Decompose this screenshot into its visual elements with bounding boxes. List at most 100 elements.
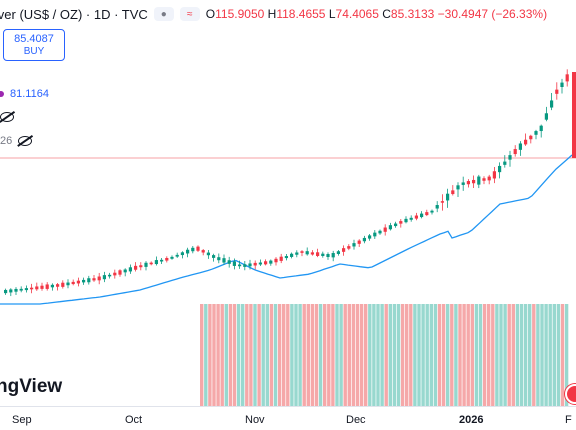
volume-bar [503, 304, 507, 406]
candle [269, 260, 273, 264]
volume-bar [433, 304, 438, 406]
candle [128, 267, 132, 272]
candle [139, 265, 143, 268]
volume-bar [409, 304, 413, 406]
candle [212, 255, 216, 258]
candle [97, 276, 101, 281]
indicator-row3-value: 26 [0, 135, 13, 147]
candle [482, 178, 486, 181]
candle [160, 259, 164, 262]
candle [399, 221, 403, 224]
candle [118, 270, 122, 275]
volume-bar [544, 304, 548, 406]
candle [24, 288, 28, 291]
candle [50, 284, 54, 288]
volume-bar [507, 304, 511, 406]
candle [19, 288, 23, 291]
eye-crossed-icon[interactable] [0, 112, 14, 122]
volume-bar [241, 304, 245, 406]
buy-price: 85.4087 [14, 33, 54, 45]
indicator-legend[interactable]: 81.1164 [0, 88, 49, 100]
candle [9, 289, 13, 293]
volume-bar [314, 304, 319, 406]
tradingview-logo[interactable]: ngView [0, 376, 63, 397]
volume-bar [216, 304, 220, 406]
volume-bar [364, 304, 368, 406]
volume-bar [355, 304, 360, 406]
candle [352, 243, 356, 247]
indicator-row-3[interactable]: 26 [0, 135, 33, 147]
candle [336, 251, 340, 254]
candle [550, 100, 554, 108]
candle [316, 252, 320, 256]
data-problem-icon[interactable]: ≈ [179, 7, 200, 21]
candle [347, 246, 351, 249]
candle [498, 165, 502, 173]
x-axis-line [0, 406, 576, 407]
volume-bar [298, 304, 302, 406]
volume-bar [343, 304, 347, 406]
volume-bar [376, 304, 380, 406]
candle [201, 250, 205, 253]
candle [87, 278, 91, 283]
volume-bar [429, 304, 433, 406]
candle [560, 82, 564, 87]
candle [409, 217, 413, 220]
candle [394, 223, 398, 227]
candle [373, 232, 377, 237]
volume-bar [245, 304, 249, 406]
volume-bar [294, 304, 298, 406]
candle [529, 135, 533, 140]
candle [534, 131, 538, 135]
market-status-icon[interactable]: ● [153, 7, 174, 21]
header-bar: ilver (US$ / OZ) · 1D · TVC ● ≈ O115.905… [0, 0, 547, 28]
volume-bar [405, 304, 409, 406]
volume-bar [380, 304, 384, 406]
candle [383, 227, 387, 232]
buy-button[interactable]: 85.4087 BUY [3, 29, 65, 61]
candle [508, 155, 512, 160]
volume-bar [257, 304, 261, 406]
ohlc-readout: O115.9050 H118.4655 L74.4065 C85.3133 −3… [205, 7, 548, 21]
candle [305, 251, 309, 255]
candle [248, 263, 252, 267]
volume-bar [523, 304, 528, 406]
x-tick-label: 2026 [459, 414, 484, 426]
volume-bar [532, 304, 536, 406]
candle [492, 171, 496, 179]
volume-bar [273, 304, 278, 406]
x-tick-label: Oct [125, 414, 143, 426]
candle [310, 252, 314, 255]
candle [466, 181, 470, 185]
volume-bar [351, 304, 356, 406]
volume-bar [495, 304, 499, 406]
symbol-title[interactable]: ilver (US$ / OZ) · 1D · TVC [0, 6, 148, 22]
candle [108, 274, 112, 277]
candle [342, 248, 346, 252]
candle [477, 176, 481, 185]
volume-bar [253, 304, 257, 406]
candle [66, 282, 70, 286]
candle [300, 251, 304, 253]
candle [196, 246, 200, 251]
volume-bar [540, 304, 544, 406]
volume-bar [347, 304, 351, 406]
candle [378, 230, 382, 234]
volume-bar [511, 304, 515, 406]
candle [238, 264, 242, 267]
candle [331, 253, 335, 258]
candle [154, 260, 158, 265]
drag-handle-icon[interactable] [0, 91, 4, 97]
candle [175, 254, 179, 257]
volume-bar [519, 304, 524, 406]
volume-bar [277, 304, 282, 406]
indicator-row-2[interactable] [0, 112, 14, 125]
earnings-icon[interactable] [565, 384, 576, 404]
candle [321, 253, 325, 256]
volume-bar [368, 304, 372, 406]
eye-crossed-icon[interactable] [18, 136, 33, 146]
volume-bar [482, 304, 487, 406]
volume-bar [265, 304, 269, 406]
